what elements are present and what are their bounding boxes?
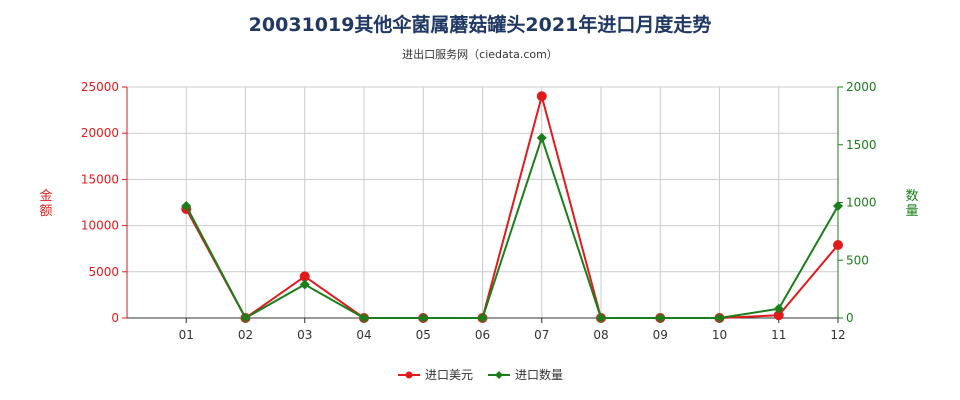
- x-tick-label: 12: [830, 328, 845, 342]
- x-tick-label: 09: [653, 328, 668, 342]
- left-tick-label: 15000: [81, 172, 119, 186]
- data-point-circle: [536, 91, 547, 102]
- left-axis-title-char: 额: [39, 204, 52, 219]
- legend-marker-diamond: [495, 371, 503, 379]
- legend-item-2: 进口数量: [488, 367, 563, 382]
- legend-marker-circle: [405, 371, 413, 379]
- right-axis-title: 数量: [905, 189, 918, 219]
- right-tick-label: 500: [846, 253, 869, 267]
- data-point-diamond: [359, 313, 369, 323]
- data-point-diamond: [714, 313, 725, 323]
- legend: 进口美元 进口数量: [398, 367, 563, 382]
- x-tick-label: 11: [771, 328, 786, 342]
- left-tick-label: 0: [111, 311, 119, 325]
- left-axis-title-char: 金: [39, 188, 52, 204]
- x-tick-label: 06: [475, 328, 490, 342]
- chart-title: 20031019其他伞菌属蘑菇罐头2021年进口月度走势: [248, 14, 712, 36]
- legend-label: 进口美元: [425, 368, 473, 382]
- x-tick-label: 03: [297, 328, 312, 342]
- data-point-diamond: [773, 303, 784, 314]
- series-line-1: [185, 92, 839, 320]
- right-axis-title-char: 数: [905, 189, 918, 204]
- axes: 0 5000 10000 15000 20000 25000 0 500 1000 1500 200…: [39, 80, 918, 342]
- right-axis-title-char: 量: [905, 204, 918, 219]
- data-point-diamond: [596, 313, 606, 323]
- data-point-diamond: [418, 313, 429, 323]
- x-tick-label: 02: [238, 328, 253, 342]
- data-point-diamond: [833, 200, 843, 211]
- grid: [127, 86, 839, 319]
- data-point-diamond: [240, 313, 251, 323]
- data-point-diamond: [536, 132, 547, 143]
- data-point-circle: [299, 271, 310, 282]
- series: [181, 91, 843, 323]
- data-point-diamond: [299, 279, 310, 290]
- legend-label: 进口数量: [515, 367, 563, 382]
- right-tick-label: 1500: [846, 138, 877, 152]
- x-tick-label: 10: [712, 328, 727, 342]
- data-point-circle: [833, 240, 843, 251]
- left-tick-label: 5000: [88, 265, 119, 279]
- right-tick-label: 2000: [846, 80, 877, 94]
- left-tick-label: 25000: [81, 80, 119, 94]
- data-point-diamond: [655, 313, 666, 323]
- right-tick-label: 0: [846, 311, 854, 325]
- left-tick-label: 20000: [81, 126, 119, 140]
- chart-subtitle: 进出口服务网（ciedata.com）: [402, 48, 558, 61]
- right-tick-label: 1000: [846, 196, 877, 210]
- x-tick-label: 05: [416, 328, 431, 342]
- x-tick-label: 04: [356, 328, 371, 342]
- left-tick-label: 10000: [81, 219, 119, 233]
- x-tick-label: 08: [593, 328, 608, 342]
- legend-item-1: 进口美元: [398, 368, 473, 382]
- x-tick-label: 07: [534, 328, 549, 342]
- x-tick-label: 01: [179, 328, 194, 342]
- left-axis-title: 金额: [39, 188, 52, 219]
- series-line-2: [185, 134, 839, 320]
- data-point-circle: [773, 310, 784, 321]
- data-point-diamond: [181, 200, 192, 211]
- data-point-diamond: [477, 313, 488, 323]
